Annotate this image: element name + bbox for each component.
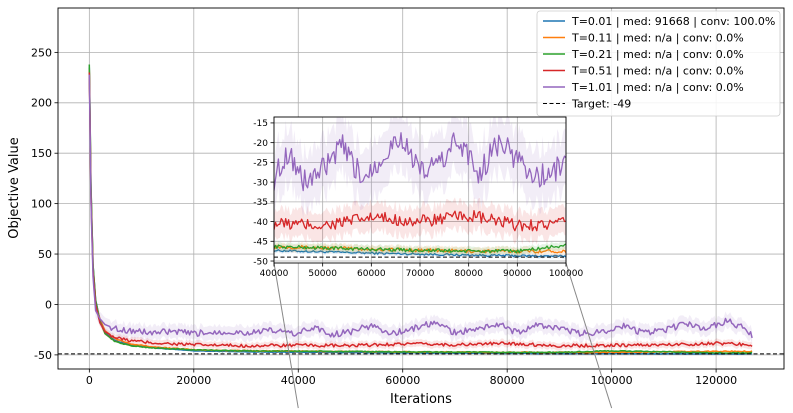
inset-series-band-4: [274, 117, 566, 219]
inset-x-tick-label-0: 40000: [260, 269, 289, 279]
inset-x-tick-label-3: 70000: [406, 269, 435, 279]
inset-y-tick-label-6: -20: [253, 139, 268, 149]
main-series-line-3: [88, 72, 753, 348]
inset-x-tick-label-4: 80000: [454, 269, 483, 279]
inset-x-tick-label-1: 50000: [308, 269, 337, 279]
main-series-band-4: [89, 67, 753, 345]
inset-series: [274, 117, 566, 260]
main-x-tick-label-3: 60000: [385, 374, 420, 387]
inset-x-tick-label-6: 100000: [549, 269, 584, 279]
legend: T=0.01 | med: 91668 | conv: 100.0% T=0.11…: [536, 10, 781, 117]
inset-series-band-0: [274, 247, 566, 260]
main-x-tick-label-4: 80000: [490, 374, 525, 387]
connector-right: [565, 262, 613, 409]
legend-label-1: T=0.11 | med: n/a | conv: 0.0%: [571, 32, 744, 45]
legend-label-0: T=0.01 | med: 91668 | conv: 100.0%: [571, 15, 775, 28]
main-y-tick-label-2: 50: [38, 248, 52, 261]
main-x-tick-label-1: 20000: [176, 374, 211, 387]
inset-y-tick-label-5: -25: [253, 159, 268, 169]
main-plot-frame: [57, 7, 785, 370]
inset-axes: 40000 50000 60000 70000 80000 90000 100000 -50…: [253, 116, 584, 279]
main-y-tick-label-5: 200: [31, 97, 52, 110]
inset-series-band-3: [274, 196, 566, 245]
x-axis-label: Iterations: [390, 392, 452, 407]
inset-series-group: [274, 117, 566, 260]
main-y-ticks: -50 0 50 100 150 200 250: [31, 46, 58, 362]
legend-label-2: T=0.21 | med: n/a | conv: 0.0%: [571, 48, 744, 61]
legend-box: [536, 10, 781, 117]
inset-y-tick-label-7: -15: [253, 119, 268, 129]
inset-series-line-0: [274, 249, 566, 258]
connector-left: [273, 262, 299, 409]
inset-x-tick-label-2: 60000: [357, 269, 386, 279]
inset-connector-lines: [273, 262, 613, 409]
inset-y-tick-label-1: -45: [253, 238, 268, 248]
inset-series-line-2: [274, 243, 566, 254]
inset-series-line-3: [274, 209, 566, 232]
main-y-tick-label-0: -50: [34, 349, 52, 362]
main-x-tick-label-0: 0: [86, 374, 93, 387]
main-y-tick-label-4: 150: [31, 147, 52, 160]
main-series-line-2: [88, 64, 753, 355]
inset-y-tick-label-3: -35: [253, 198, 268, 208]
y-axis-label: Objective Value: [7, 137, 22, 238]
main-x-ticks: 0 20000 40000 60000 80000 100000 120000: [86, 369, 737, 387]
main-y-tick-label-6: 250: [31, 46, 52, 59]
main-y-tick-label-3: 100: [31, 198, 52, 211]
main-series-group: [58, 63, 784, 355]
inset-x-ticks: 40000 50000 60000 70000 80000 90000 100000: [260, 263, 584, 279]
main-y-tick-label-1: 0: [45, 298, 52, 311]
inset-series-band-2: [274, 240, 566, 257]
inset-x-tick-label-5: 90000: [503, 269, 532, 279]
main-series: [58, 63, 784, 355]
inset-y-tick-label-0: -50: [253, 257, 268, 267]
main-x-tick-label-2: 40000: [281, 374, 316, 387]
inset-series-band-1: [274, 241, 566, 257]
legend-label-3: T=0.51 | med: n/a | conv: 0.0%: [571, 65, 744, 78]
main-x-tick-label-6: 120000: [695, 374, 737, 387]
inset-y-ticks: -50 -45 -40 -35 -30 -25 -20 -15: [253, 119, 274, 267]
main-x-tick-label-5: 100000: [591, 374, 633, 387]
legend-label-target: Target: -49: [571, 98, 631, 111]
inset-y-tick-label-4: -30: [253, 178, 268, 188]
inset-series-line-4: [274, 132, 566, 192]
main-series-line-4: [88, 74, 753, 339]
legend-label-4: T=1.01 | med: n/a | conv: 0.0%: [571, 81, 744, 94]
inset-y-tick-label-2: -40: [253, 218, 268, 228]
